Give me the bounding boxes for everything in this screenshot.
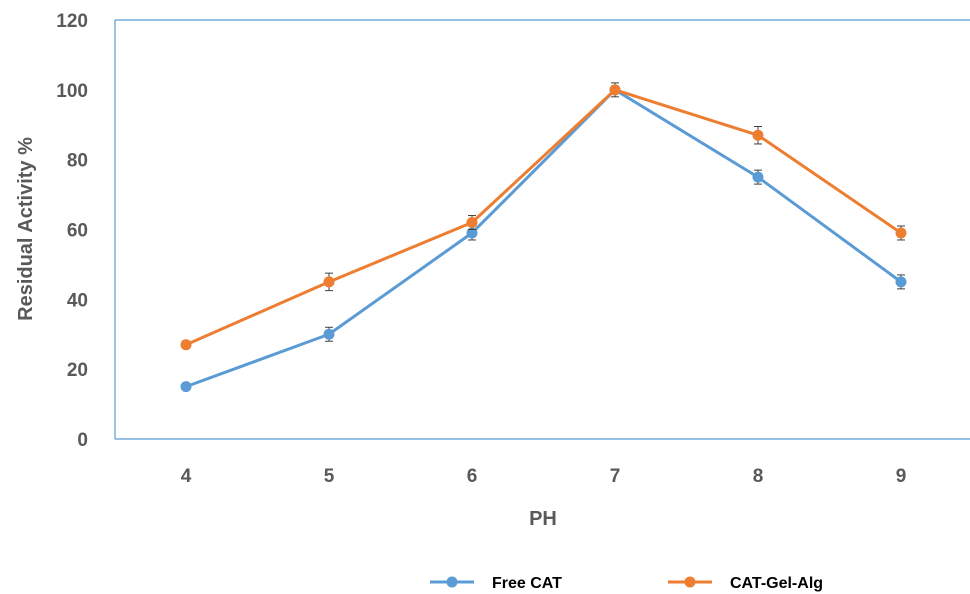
data-point <box>895 227 907 239</box>
x-tick-label: 8 <box>753 466 764 487</box>
legend-item: Free CAT <box>430 575 562 592</box>
series-line <box>185 88 902 389</box>
y-tick-label: 100 <box>56 81 88 102</box>
data-point <box>466 227 478 239</box>
y-tick-label: 40 <box>67 290 88 311</box>
data-point <box>323 328 335 340</box>
data-point <box>180 339 192 351</box>
data-point <box>180 381 192 393</box>
legend-item: CAT-Gel-Alg <box>668 575 823 592</box>
x-tick-label: 5 <box>324 466 335 487</box>
y-tick-label: 120 <box>56 11 88 32</box>
data-point <box>323 276 335 288</box>
x-tick-label: 4 <box>181 466 192 487</box>
x-tick-label: 6 <box>467 466 478 487</box>
legend-label: Free CAT <box>492 575 562 592</box>
legend-marker <box>446 576 458 588</box>
data-point <box>752 129 764 141</box>
series-2 <box>180 82 907 351</box>
data-point <box>466 217 478 229</box>
data-point <box>609 84 621 96</box>
legend-label: CAT-Gel-Alg <box>730 575 823 592</box>
x-tick-label: 9 <box>896 466 907 487</box>
data-point <box>895 276 907 288</box>
series-line <box>185 88 902 347</box>
y-axis-title: Residual Activity % <box>15 137 37 321</box>
x-axis-title: PH <box>529 508 557 530</box>
y-tick-label: 0 <box>77 430 88 451</box>
y-tick-label: 60 <box>67 221 88 242</box>
y-tick-label: 20 <box>67 360 88 381</box>
y-tick-label: 80 <box>67 151 88 172</box>
series-1 <box>180 84 907 393</box>
data-point <box>752 171 764 183</box>
x-tick-label: 7 <box>610 466 621 487</box>
legend: Free CAT CAT-Gel-Alg <box>430 575 823 592</box>
legend-marker <box>684 576 696 588</box>
